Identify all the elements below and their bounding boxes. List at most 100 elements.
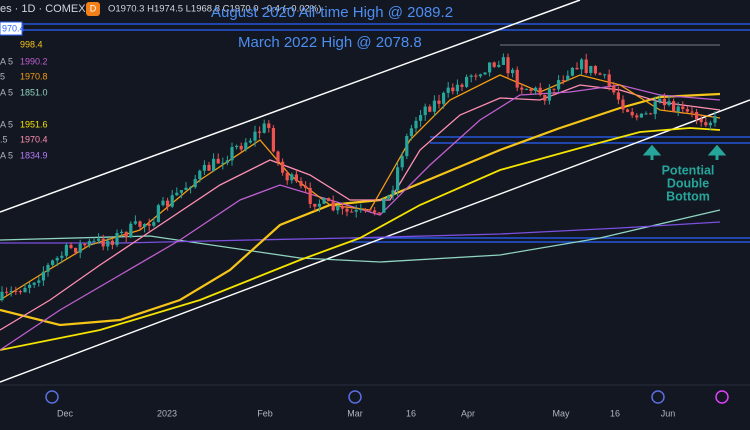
candle-body (308, 187, 312, 204)
candle-body (41, 271, 45, 281)
candle-body (92, 240, 96, 242)
candle-body (294, 174, 298, 182)
candle-body (276, 151, 280, 162)
candle-body (653, 101, 657, 115)
candle-body (584, 59, 588, 74)
candle-body (304, 185, 308, 188)
candle-body (713, 116, 717, 123)
candle-body (649, 113, 653, 115)
candle-body (152, 222, 156, 226)
candle-body (345, 208, 349, 212)
legend-value: 1990.2 (20, 56, 48, 66)
candle-body (331, 201, 335, 211)
candle-body (428, 106, 432, 112)
symbol: es · 1D · COMEX (0, 3, 86, 15)
candle-body (166, 200, 170, 207)
legend-label: A 5 (0, 119, 13, 129)
candle-body (501, 57, 505, 65)
channel-line (0, 0, 581, 213)
x-tick-label: Apr (461, 408, 475, 418)
ma-line (0, 221, 721, 244)
icon (651, 390, 665, 404)
candle-body (589, 65, 593, 74)
candle-body (354, 209, 358, 212)
candle-body (616, 92, 620, 100)
candle-body (322, 198, 326, 204)
candle-body (110, 240, 114, 245)
candle-body (419, 115, 423, 121)
x-tick-label: Mar (347, 408, 363, 418)
candle-body (161, 200, 165, 206)
candle-body (55, 257, 59, 261)
candle-body (51, 260, 55, 265)
x-tick-label: 16 (406, 408, 416, 418)
callout: Potential (662, 163, 715, 177)
candle-body (515, 69, 519, 88)
candle-body (37, 280, 41, 283)
legend-value: 998.4 (20, 39, 43, 49)
candle-body (313, 203, 317, 207)
candle-body (28, 284, 32, 288)
candle-body (575, 67, 579, 70)
candle-body (340, 205, 344, 209)
ma-line (0, 84, 721, 351)
callout: Bottom (666, 189, 710, 203)
candle-body (5, 291, 9, 293)
candle-body (350, 211, 354, 213)
candle-body (400, 156, 404, 168)
candle-body (32, 282, 36, 285)
candle-body (363, 209, 367, 211)
arrow (707, 144, 727, 160)
callout: Double (667, 176, 709, 190)
candle-body (414, 120, 418, 129)
candle-body (520, 87, 524, 90)
candle-body (598, 73, 602, 75)
candle-body (442, 92, 446, 104)
event-icons (45, 390, 729, 404)
candle-body (9, 290, 13, 292)
candle-body (603, 74, 607, 76)
candle-body (529, 88, 533, 91)
candle-body (566, 75, 570, 81)
candle-body (377, 212, 381, 214)
candle-body (202, 164, 206, 171)
candle-body (262, 123, 266, 133)
candle-body (386, 195, 390, 199)
candle-body (506, 57, 510, 74)
icon (348, 390, 362, 404)
candle-body (511, 69, 515, 74)
candle-body (124, 231, 128, 238)
layout-lines (0, 0, 750, 383)
candle-body (290, 174, 294, 181)
candle-body (60, 255, 64, 258)
candle-body (244, 142, 248, 150)
candle-body (184, 187, 188, 191)
legend-label: .5 (0, 134, 8, 144)
candle-body (106, 240, 110, 247)
legend-value: 1951.6 (20, 119, 48, 129)
candle-body (497, 64, 501, 67)
legend-label: A 5 (0, 150, 13, 160)
candle-body (235, 145, 239, 148)
x-tick-label: 16 (610, 408, 620, 418)
candle-body (676, 106, 680, 112)
channel-line (0, 99, 750, 383)
legend-label: 5 (0, 71, 5, 81)
candle-body (446, 87, 450, 93)
candle-body (253, 131, 257, 141)
ma-line (0, 127, 721, 351)
candle-body (0, 291, 4, 300)
candle-body (492, 62, 496, 67)
candle-body (409, 128, 413, 137)
candle-body (179, 190, 183, 193)
candle-body (271, 127, 275, 152)
candle-body (74, 247, 78, 253)
candle-body (198, 170, 202, 180)
candle-body (534, 87, 538, 91)
candle-body (465, 76, 469, 87)
candle-body (570, 67, 574, 76)
candle-body (685, 109, 689, 112)
candle-body (612, 86, 616, 93)
candle-body (451, 87, 455, 92)
candle-body (101, 238, 105, 247)
